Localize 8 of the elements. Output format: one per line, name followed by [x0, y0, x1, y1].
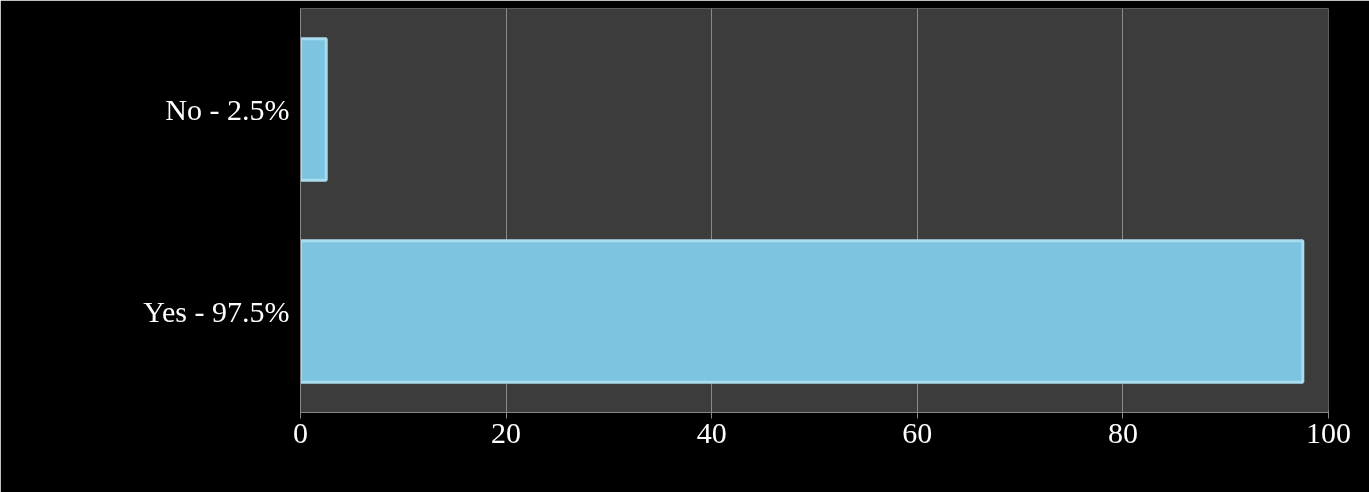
x-tick-label: 0 [293, 415, 308, 449]
x-tick-label: 40 [696, 415, 727, 449]
x-tick-label: 60 [902, 415, 933, 449]
y-tick-label: Yes - 97.5% [143, 295, 290, 328]
x-tick-label: 100 [1306, 415, 1351, 449]
y-tick-label: No - 2.5% [165, 93, 290, 126]
x-tick-label: 80 [1107, 415, 1138, 449]
x-tick-label: 20 [491, 415, 522, 449]
